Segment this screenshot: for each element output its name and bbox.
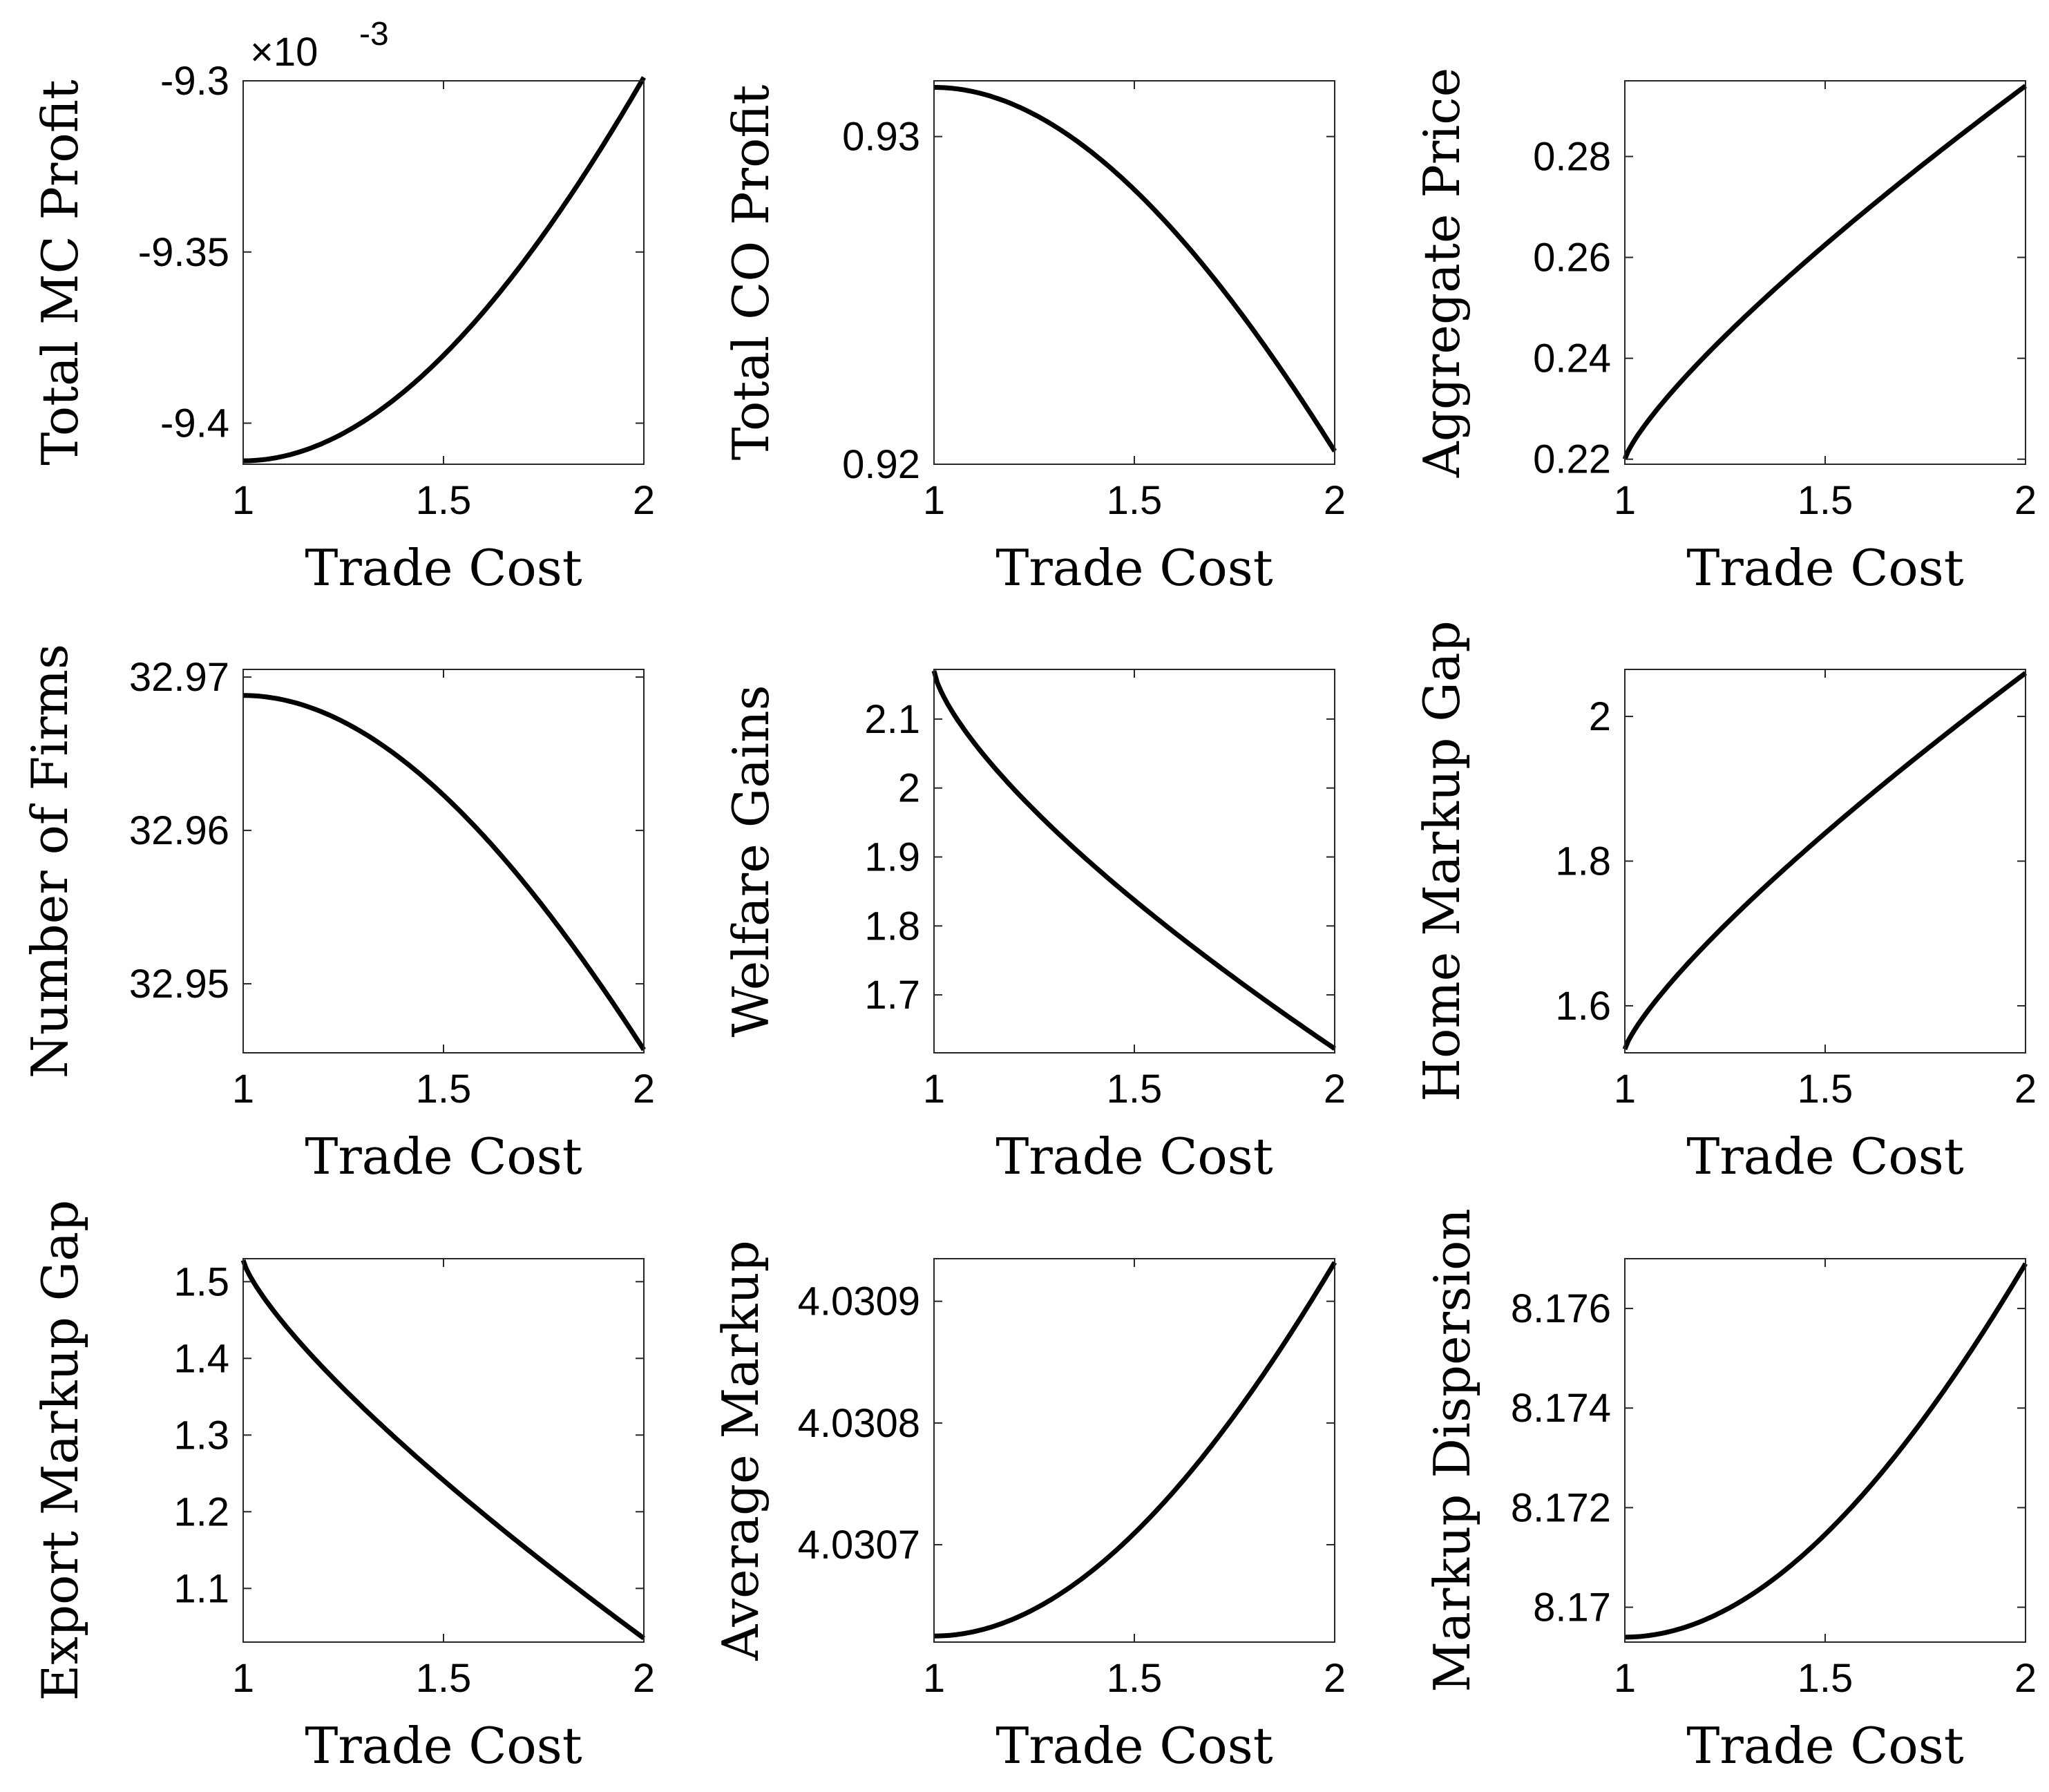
x-tick-label: 1.5 bbox=[416, 478, 472, 523]
y-tick-label: 0.22 bbox=[1533, 437, 1611, 482]
y-tick-label: 0.92 bbox=[842, 442, 920, 487]
x-tick-label: 1 bbox=[923, 478, 945, 523]
x-tick-label: 1 bbox=[232, 478, 254, 523]
x-tick-label: 2 bbox=[633, 1067, 655, 1112]
y-axis-label: Home Markup Gap bbox=[1413, 620, 1471, 1101]
series-line bbox=[243, 76, 647, 464]
x-axis-label: Trade Cost bbox=[1686, 1717, 1963, 1775]
y-axis-label: Number of Firms bbox=[21, 644, 79, 1078]
x-axis-label: Trade Cost bbox=[995, 1717, 1273, 1775]
y-tick-label: 1.9 bbox=[864, 835, 920, 880]
x-axis-label: Trade Cost bbox=[1686, 1127, 1963, 1185]
x-tick-label: 2 bbox=[2014, 1656, 2037, 1701]
x-tick-label: 1 bbox=[1614, 1656, 1636, 1701]
y-tick-label: 8.176 bbox=[1511, 1286, 1611, 1331]
y-tick-label: 0.24 bbox=[1533, 336, 1611, 381]
series-line bbox=[1622, 671, 2028, 1051]
y-tick-label: -9.4 bbox=[160, 401, 229, 446]
x-axis-label: Trade Cost bbox=[995, 539, 1273, 597]
x-tick-label: 1.5 bbox=[1798, 1656, 1853, 1701]
series-line bbox=[1624, 1262, 2028, 1640]
x-tick-label: 1 bbox=[232, 1656, 254, 1701]
y-tick-label: 1.7 bbox=[864, 973, 920, 1018]
y-tick-label: 32.97 bbox=[129, 655, 229, 700]
x-axis-label: Trade Cost bbox=[995, 1127, 1273, 1185]
y-tick-label: 1.8 bbox=[864, 904, 920, 949]
subplot-6: 1 1.5 2 1.6 1.8 2 Trade Cost Home Markup Gap bbox=[1413, 620, 2037, 1185]
x-tick-label: 2 bbox=[1324, 478, 1346, 523]
y-tick-label: 8.172 bbox=[1511, 1485, 1611, 1530]
x-tick-label: 1 bbox=[232, 1067, 254, 1112]
y-tick-label: 0.93 bbox=[842, 115, 920, 160]
x-axis-label: Trade Cost bbox=[305, 1717, 582, 1775]
x-tick-label: 1.5 bbox=[1107, 1656, 1163, 1701]
y-axis-label: Markup Dispersion bbox=[1423, 1208, 1481, 1693]
y-tick-label: 4.0307 bbox=[798, 1523, 920, 1567]
y-tick-label: -9.35 bbox=[138, 230, 229, 275]
subplot-7: 1 1.5 2 1.1 1.2 1.3 1.4 1.5 Trade Cost Export Mar… bbox=[31, 1200, 655, 1775]
subplot-1: 1 1.5 2 -9.4 -9.35 -9.3 Trade Cost Total MC Pro… bbox=[31, 16, 655, 597]
y-tick-label: 8.17 bbox=[1533, 1585, 1611, 1630]
x-tick-label: 2 bbox=[633, 478, 655, 523]
y-tick-label: 2 bbox=[898, 766, 920, 811]
y-tick-label: 4.0309 bbox=[798, 1279, 920, 1324]
y-axis-label: Aggregate Price bbox=[1413, 68, 1471, 478]
series-line bbox=[242, 693, 646, 1051]
axis-exponent: ×10 bbox=[250, 30, 318, 75]
x-tick-label: 1.5 bbox=[1107, 478, 1163, 523]
y-tick-label: 8.174 bbox=[1511, 1386, 1611, 1431]
subplot-5: 1 1.5 2 1.7 1.8 1.9 2 2.1 Trade Cost Welfare Gain… bbox=[722, 669, 1346, 1185]
y-axis-label: Total CO Profit bbox=[722, 85, 780, 461]
subplot-2: 1 1.5 2 0.92 0.93 Trade Cost Total CO Profit bbox=[722, 80, 1346, 597]
axis-exponent-power: -3 bbox=[359, 16, 389, 53]
series-line bbox=[931, 670, 1336, 1051]
y-tick-label: 1.1 bbox=[173, 1566, 229, 1611]
x-axis-label: Trade Cost bbox=[305, 539, 582, 597]
y-tick-label: 1.8 bbox=[1555, 839, 1611, 884]
series-line bbox=[1622, 84, 2028, 461]
x-tick-label: 1.5 bbox=[1798, 1067, 1853, 1112]
y-tick-label: 1.6 bbox=[1555, 984, 1611, 1029]
y-tick-label: 1.2 bbox=[173, 1489, 229, 1534]
y-tick-label: 0.26 bbox=[1533, 236, 1611, 280]
y-tick-label: 0.28 bbox=[1533, 135, 1611, 180]
series-line bbox=[240, 1259, 646, 1641]
x-tick-label: 2 bbox=[633, 1656, 655, 1701]
x-tick-label: 1 bbox=[923, 1656, 945, 1701]
x-tick-label: 1 bbox=[923, 1067, 945, 1112]
series-line bbox=[934, 85, 1337, 452]
x-tick-label: 1.5 bbox=[416, 1656, 472, 1701]
x-axis-label: Trade Cost bbox=[1686, 539, 1963, 597]
y-tick-label: 4.0308 bbox=[798, 1401, 920, 1446]
y-tick-label: 32.96 bbox=[129, 808, 229, 853]
y-axis-label: Average Markup bbox=[712, 1240, 770, 1661]
x-axis-label: Trade Cost bbox=[305, 1127, 582, 1185]
y-tick-label: 1.4 bbox=[173, 1336, 229, 1381]
x-tick-label: 1 bbox=[1614, 478, 1636, 523]
x-tick-label: 2 bbox=[2014, 1067, 2037, 1112]
subplot-9: 1 1.5 2 8.17 8.172 8.174 8.176 Trade Cost Markup… bbox=[1423, 1208, 2037, 1775]
series-line bbox=[933, 1261, 1337, 1639]
x-tick-label: 1.5 bbox=[416, 1067, 472, 1112]
subplot-4: 1 1.5 2 32.95 32.96 32.97 Trade Cost Number of … bbox=[21, 644, 655, 1185]
x-tick-label: 1.5 bbox=[1798, 478, 1853, 523]
y-tick-label: -9.3 bbox=[160, 59, 229, 104]
y-tick-label: 1.5 bbox=[173, 1259, 229, 1304]
y-axis-label: Welfare Gains bbox=[722, 685, 780, 1037]
y-tick-label: 2 bbox=[1589, 694, 1611, 739]
x-tick-label: 2 bbox=[1324, 1067, 1346, 1112]
x-tick-label: 1.5 bbox=[1107, 1067, 1163, 1112]
x-tick-label: 2 bbox=[2014, 478, 2037, 523]
y-tick-label: 1.3 bbox=[173, 1413, 229, 1458]
subplot-8: 1 1.5 2 4.0307 4.0308 4.0309 Trade Cost Average… bbox=[712, 1240, 1346, 1775]
x-tick-label: 1 bbox=[1614, 1067, 1636, 1112]
y-tick-label: 32.95 bbox=[129, 962, 229, 1007]
y-axis-label: Total MC Profit bbox=[31, 79, 89, 465]
y-axis-label: Export Markup Gap bbox=[31, 1200, 89, 1701]
subplot-3: 1 1.5 2 0.22 0.24 0.26 0.28 Trade Cost Aggregate… bbox=[1413, 68, 2037, 597]
x-tick-label: 2 bbox=[1324, 1656, 1346, 1701]
y-tick-label: 2.1 bbox=[864, 697, 920, 742]
